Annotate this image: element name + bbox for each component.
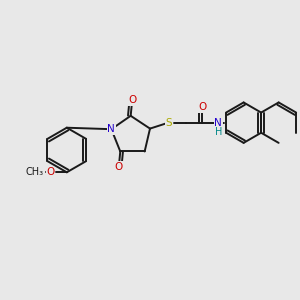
Text: S: S — [165, 118, 172, 128]
Text: O: O — [198, 102, 206, 112]
Text: H: H — [215, 127, 222, 137]
Text: O: O — [46, 167, 55, 177]
Text: N: N — [107, 124, 115, 134]
Text: O: O — [128, 95, 136, 105]
Text: CH₃: CH₃ — [26, 167, 44, 177]
Text: N: N — [214, 118, 222, 128]
Text: O: O — [115, 162, 123, 172]
